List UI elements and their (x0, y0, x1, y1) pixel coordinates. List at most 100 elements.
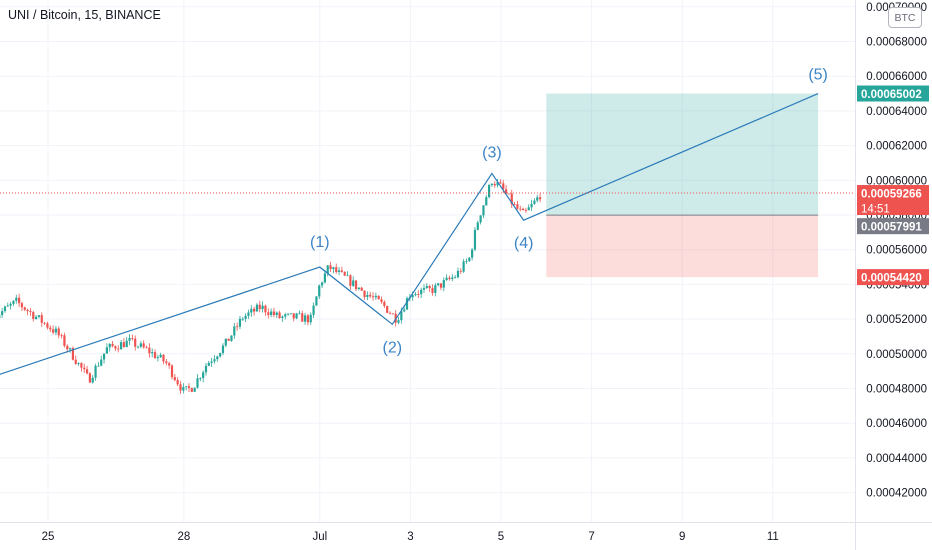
candle-body (377, 295, 380, 300)
candle-body (434, 285, 437, 293)
candle-body (442, 280, 445, 288)
candle-body (462, 261, 465, 272)
candle-body (162, 354, 165, 362)
candle-body (352, 280, 355, 286)
candle-body (216, 356, 219, 360)
candle-body (490, 183, 494, 186)
last-price-label-bg (857, 185, 929, 216)
candle-body (51, 329, 55, 333)
candle-body (374, 295, 377, 298)
candle-body (85, 369, 89, 374)
candle-body (479, 215, 482, 223)
candle-body (354, 280, 358, 290)
candle-body (233, 326, 236, 336)
x-tick-label: 28 (178, 531, 191, 543)
candle-body (380, 299, 383, 302)
candle-body (513, 204, 516, 205)
candle-body (57, 328, 60, 336)
candle-body (502, 183, 505, 190)
long-position-tool[interactable] (546, 93, 819, 278)
candle-body (182, 387, 185, 391)
candle-body (91, 377, 94, 383)
candle-body (111, 343, 114, 347)
candle-body (185, 386, 188, 388)
candle-body (32, 312, 35, 319)
price-axis-labels: 0.00065002 0.00059266 14:51 0.00057991 0.000… (857, 85, 929, 286)
candle-body (465, 261, 468, 262)
stop-price-label-text: 0.00054420 (861, 273, 922, 285)
candle-body (261, 305, 264, 310)
last-price-label-text: 14:51 (861, 204, 890, 216)
candle-body (538, 197, 542, 200)
candle-body (54, 328, 58, 333)
candle-body (425, 286, 428, 288)
candle-body (179, 384, 182, 391)
candle-body (360, 287, 363, 291)
x-tick-label: 9 (679, 531, 685, 543)
candle-body (20, 303, 24, 308)
candle-body (504, 189, 508, 194)
symbol-title: UNI / Bitcoin, 15, BINANCE (8, 8, 161, 22)
candle-body (459, 270, 462, 272)
candle-body (238, 318, 242, 327)
candle-body (323, 273, 326, 283)
candle-body (286, 313, 290, 315)
candle-body (315, 296, 318, 306)
candle-body (43, 322, 46, 324)
candle-body (448, 277, 451, 279)
candle-body (219, 353, 222, 357)
time-axis[interactable]: 25 28 Jul 3 5 7 9 11 (0, 522, 932, 544)
candle-body (168, 363, 171, 366)
x-tick-label: 3 (407, 531, 413, 543)
candle-body (343, 271, 346, 276)
wave-line[interactable] (0, 93, 819, 377)
candle-body (100, 359, 103, 366)
candle-body (26, 309, 29, 312)
candle-body (289, 313, 293, 315)
candle-body (346, 275, 349, 277)
x-tick-label: 11 (767, 531, 779, 543)
candle-body (125, 340, 128, 348)
currency-badge[interactable]: BTC (888, 7, 922, 28)
candle-body (122, 342, 125, 348)
candle-body (309, 314, 312, 323)
candle-body (202, 372, 205, 379)
candle-body (329, 265, 332, 270)
candle-body (414, 294, 417, 296)
candle-body (105, 347, 108, 354)
stop-zone[interactable] (546, 215, 819, 278)
candle-body (488, 185, 491, 198)
candle-body (485, 197, 488, 206)
candle-body (493, 183, 496, 186)
candle-body (148, 347, 151, 354)
elliott-wave-drawing[interactable]: (1) (2) (3) (4) (5) (0, 67, 828, 377)
candle-body (193, 387, 196, 392)
candle-body (428, 286, 431, 289)
candle-body (420, 289, 423, 295)
candle-body (153, 352, 157, 359)
candle-body (371, 296, 375, 298)
candle-body (383, 301, 386, 306)
candle-body (60, 335, 63, 337)
target-zone[interactable] (546, 93, 819, 216)
y-tick-label: 0.00056000 (866, 245, 927, 257)
candle-body (471, 249, 474, 258)
candle-body (190, 388, 193, 392)
candle-body (6, 305, 9, 307)
candle-body (397, 320, 400, 323)
candle-body (499, 182, 502, 184)
candle-body (236, 326, 239, 328)
candle-body (530, 203, 533, 208)
candle-body (533, 200, 536, 204)
candle-body (68, 348, 72, 350)
wave-label: (5) (808, 67, 828, 84)
candle-body (199, 378, 202, 379)
candle-body (357, 287, 360, 290)
candle-body (80, 362, 83, 368)
candle-body (35, 316, 38, 319)
candle-body (482, 205, 485, 216)
candle-body (83, 367, 86, 370)
candle-body (18, 297, 21, 304)
candle-body (224, 338, 227, 346)
